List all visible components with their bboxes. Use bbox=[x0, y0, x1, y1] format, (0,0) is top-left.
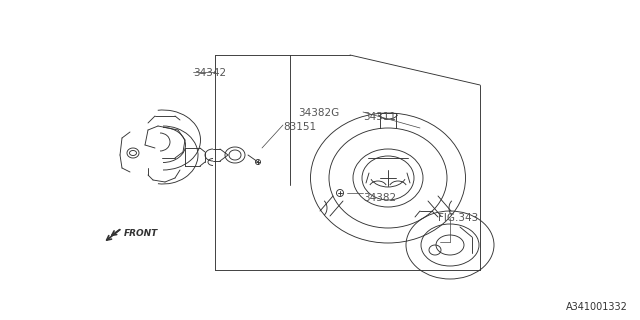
Text: 34342: 34342 bbox=[193, 68, 226, 78]
Text: 34311: 34311 bbox=[363, 112, 396, 122]
Text: FRONT: FRONT bbox=[124, 228, 158, 237]
Text: 34382G: 34382G bbox=[298, 108, 339, 118]
Text: FIG.343: FIG.343 bbox=[438, 213, 478, 223]
Text: 34382: 34382 bbox=[363, 193, 396, 203]
Text: A341001332: A341001332 bbox=[566, 302, 628, 312]
Text: 83151: 83151 bbox=[283, 122, 316, 132]
